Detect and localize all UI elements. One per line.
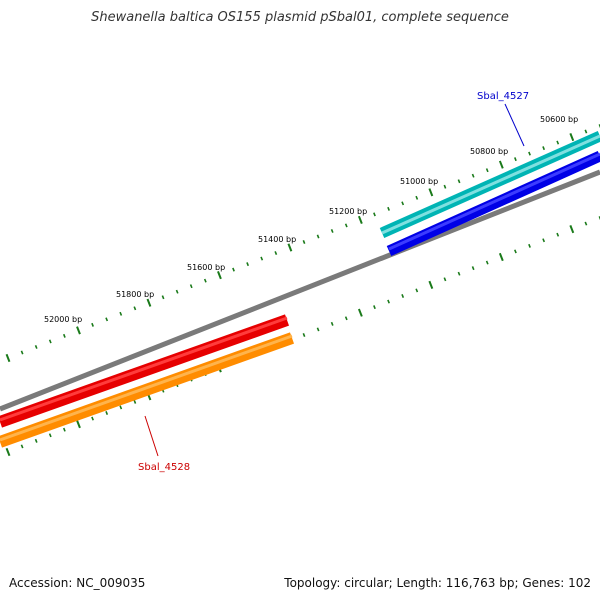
inner-tick-28 xyxy=(401,294,405,298)
outer-tick-marks xyxy=(5,124,600,363)
outer-tick-30 xyxy=(428,188,434,197)
sbal-4528-leader xyxy=(144,415,159,457)
outer-tick-29 xyxy=(415,195,419,200)
sbal-4527-leader xyxy=(504,103,525,147)
outer-tick-22 xyxy=(316,234,320,239)
inner-tick-40 xyxy=(569,225,575,234)
inner-tick-38 xyxy=(542,238,546,243)
inner-tick-30 xyxy=(428,280,434,289)
inner-tick-25 xyxy=(357,308,363,317)
tick-label-52000: 52000 bp xyxy=(44,315,82,324)
inner-tick-9 xyxy=(133,399,137,404)
sbal-4528-label[interactable]: Sbal_4528 xyxy=(138,462,190,473)
tick-label-50600: 50600 bp xyxy=(540,115,578,124)
inner-tick-31 xyxy=(443,277,447,282)
inner-tick-21 xyxy=(302,333,306,337)
outer-tick-6 xyxy=(91,322,94,327)
outer-tick-5 xyxy=(76,326,81,335)
inner-tick-7 xyxy=(105,411,109,415)
inner-tick-4 xyxy=(62,427,66,432)
outer-tick-16 xyxy=(232,267,235,272)
inner-tick-35 xyxy=(498,252,504,262)
inner-tick-32 xyxy=(457,271,461,276)
outer-tick-19 xyxy=(274,251,278,256)
outer-tick-10 xyxy=(146,298,152,307)
outer-tick-37 xyxy=(528,151,531,156)
outer-tick-23 xyxy=(330,228,334,233)
inner-tick-3 xyxy=(48,433,52,438)
tick-label-51200: 51200 bp xyxy=(329,207,367,216)
outer-tick-38 xyxy=(542,146,546,151)
gene-sbal-4527-highlight xyxy=(381,134,600,235)
outer-tick-21 xyxy=(302,240,306,244)
outer-tick-32 xyxy=(457,179,461,184)
outer-tick-13 xyxy=(189,284,193,289)
tick-label-51000: 51000 bp xyxy=(400,177,438,186)
inner-tick-37 xyxy=(528,243,531,248)
outer-tick-14 xyxy=(203,278,207,283)
gene-blue[interactable] xyxy=(386,150,600,257)
inner-tick-1 xyxy=(20,444,24,449)
gene-sbal-4528[interactable] xyxy=(0,314,290,428)
outer-tick-0 xyxy=(5,353,11,363)
outer-tick-25 xyxy=(357,215,363,224)
inner-tick-26 xyxy=(373,305,376,310)
outer-tick-31 xyxy=(443,184,447,189)
outer-tick-11 xyxy=(161,295,165,300)
sbal-4527-label[interactable]: Sbal_4527 xyxy=(477,91,529,102)
outer-tick-39 xyxy=(556,140,560,145)
outer-tick-41 xyxy=(584,129,588,134)
inner-tick-8 xyxy=(119,405,123,410)
tick-label-51400: 51400 bp xyxy=(258,235,296,244)
inner-tick-0 xyxy=(5,447,11,457)
outer-tick-9 xyxy=(133,306,137,311)
backbone-line xyxy=(0,169,600,412)
outer-tick-20 xyxy=(287,243,293,252)
inner-tick-41 xyxy=(584,221,588,226)
inner-tick-6 xyxy=(91,416,94,421)
inner-tick-23 xyxy=(330,321,334,326)
gene-blue-highlight xyxy=(388,152,600,251)
gene-sbal-4528-highlight xyxy=(0,316,288,422)
outer-tick-15 xyxy=(217,271,222,280)
inner-tick-marks xyxy=(5,216,600,457)
map-title: Shewanella baltica OS155 plasmid pSbal01… xyxy=(91,10,509,25)
topology-summary: Topology: circular; Length: 116,763 bp; … xyxy=(284,576,591,590)
outer-tick-36 xyxy=(514,157,517,162)
gene-orange-highlight xyxy=(0,334,293,442)
outer-tick-28 xyxy=(401,201,405,206)
inner-tick-2 xyxy=(34,438,38,443)
inner-tick-36 xyxy=(514,249,517,254)
outer-tick-7 xyxy=(105,317,109,322)
inner-tick-33 xyxy=(471,266,475,271)
outer-tick-40 xyxy=(569,132,575,142)
inner-tick-22 xyxy=(316,327,320,332)
outer-tick-33 xyxy=(471,173,475,178)
outer-tick-17 xyxy=(246,262,250,267)
inner-tick-39 xyxy=(556,232,560,237)
outer-tick-18 xyxy=(260,256,264,261)
outer-tick-1 xyxy=(20,350,24,355)
tick-label-51600: 51600 bp xyxy=(187,263,225,272)
outer-tick-3 xyxy=(48,339,52,344)
inner-tick-29 xyxy=(415,288,419,293)
accession-text: Accession: NC_009035 xyxy=(9,576,146,590)
inner-tick-24 xyxy=(344,316,348,321)
outer-tick-4 xyxy=(62,333,66,338)
tick-label-50800: 50800 bp xyxy=(470,147,508,156)
outer-tick-24 xyxy=(344,223,348,228)
outer-tick-26 xyxy=(373,212,376,217)
outer-tick-2 xyxy=(34,344,38,349)
gene-orange[interactable] xyxy=(0,332,295,448)
inner-tick-34 xyxy=(485,260,489,265)
outer-tick-8 xyxy=(119,311,123,316)
inner-tick-27 xyxy=(387,299,390,304)
outer-tick-34 xyxy=(485,168,489,173)
outer-tick-35 xyxy=(498,160,504,169)
tick-label-51800: 51800 bp xyxy=(116,290,154,299)
outer-tick-12 xyxy=(175,289,179,294)
outer-tick-27 xyxy=(387,206,390,211)
inner-tick-5 xyxy=(76,420,81,429)
